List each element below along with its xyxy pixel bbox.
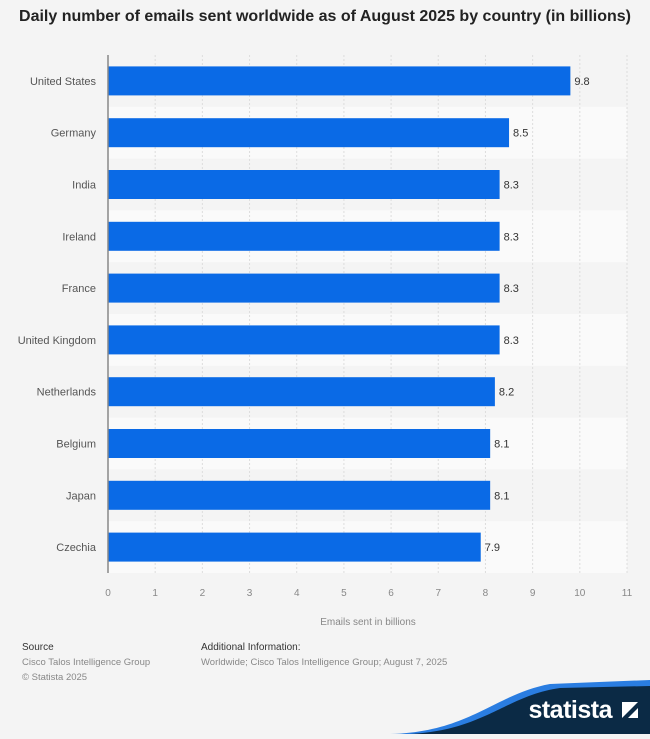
x-tick-label: 0 [105, 588, 111, 599]
x-tick-label: 1 [152, 588, 158, 599]
x-axis-label: Emails sent in billions [320, 617, 416, 628]
category-label: Belgium [56, 439, 96, 451]
x-tick-label: 8 [483, 588, 489, 599]
data-label: 7.9 [485, 542, 500, 554]
x-tick-label: 9 [530, 588, 536, 599]
x-tick-label: 10 [574, 588, 586, 599]
bar [108, 66, 571, 96]
statista-wordmark: statista [528, 696, 612, 724]
source-heading: Source [22, 642, 54, 653]
chart-title: Daily number of emails sent worldwide as… [19, 8, 631, 25]
data-label: 8.2 [499, 387, 514, 399]
data-label: 8.1 [494, 490, 509, 502]
x-tick-label: 5 [341, 588, 347, 599]
category-label: France [62, 283, 96, 295]
category-label: India [72, 180, 97, 192]
category-label: United States [30, 76, 97, 88]
additional-info-heading: Additional Information: [201, 642, 301, 653]
x-tick-label: 7 [435, 588, 441, 599]
bar [108, 170, 500, 199]
data-label: 8.3 [504, 335, 519, 347]
data-label: 8.3 [504, 180, 519, 192]
bar [108, 532, 481, 562]
bar [108, 221, 500, 251]
bar [108, 429, 491, 458]
bar [108, 377, 495, 407]
source-block: Source Cisco Talos Intelligence Group © … [22, 640, 150, 685]
x-tick-label: 2 [200, 588, 206, 599]
additional-info-block: Additional Information: Worldwide; Cisco… [201, 640, 447, 670]
category-label: United Kingdom [18, 335, 96, 347]
data-label: 8.3 [504, 283, 519, 295]
data-label: 8.1 [494, 439, 509, 451]
bar [108, 118, 510, 148]
statista-mark-icon [622, 702, 638, 718]
bar [108, 273, 500, 303]
data-label: 8.5 [513, 128, 528, 140]
copyright: © Statista 2025 [22, 672, 88, 683]
data-label: 9.8 [574, 76, 589, 88]
x-tick-label: 6 [388, 588, 394, 599]
bar [108, 325, 500, 355]
bar [108, 480, 491, 510]
statista-logo[interactable]: statista [390, 674, 650, 734]
category-label: Germany [51, 128, 97, 140]
x-tick-label: 3 [247, 588, 253, 599]
category-label: Netherlands [37, 387, 97, 399]
category-label: Czechia [56, 542, 97, 554]
bar-chart: 0 1 2 3 4 5 6 7 8 9 10 11 United States 9.8 Germany 8.5… [18, 55, 633, 628]
category-label: Ireland [62, 231, 96, 243]
x-tick-label: 11 [622, 588, 633, 599]
category-label: Japan [66, 490, 96, 502]
brand-swoosh [390, 680, 650, 734]
x-tick-label: 4 [294, 588, 300, 599]
source-text[interactable]: Cisco Talos Intelligence Group [22, 657, 151, 668]
data-label: 8.3 [504, 231, 519, 243]
additional-info-text: Worldwide; Cisco Talos Intelligence Grou… [201, 657, 448, 668]
